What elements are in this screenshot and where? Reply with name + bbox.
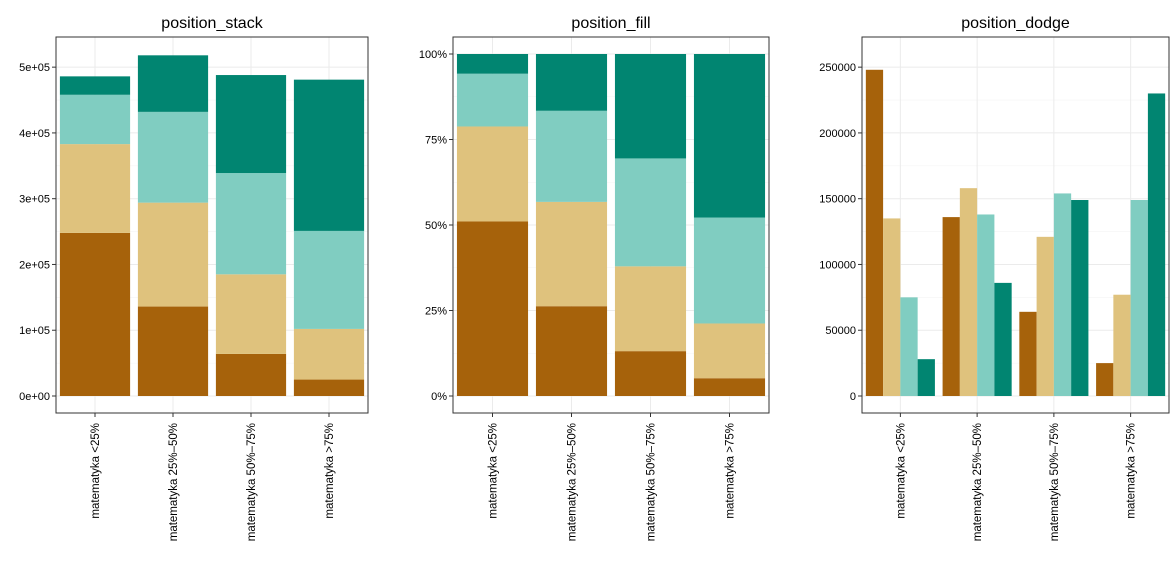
y-axis: 0% 25% 50% 75% 100%	[419, 49, 453, 403]
panel-border	[55, 36, 369, 414]
y-tick-label: 50%	[425, 220, 447, 232]
y-tick-label: 75%	[425, 135, 447, 147]
bar-segment	[293, 328, 365, 380]
x-tick-label: matematyka 50%–75%	[1049, 423, 1061, 541]
y-axis: 0 50000 100000 150000 200000 250000	[819, 62, 862, 403]
bar-segment	[293, 79, 365, 231]
bar-segment	[137, 306, 209, 396]
bar-segment	[215, 274, 287, 354]
y-tick-label: 0%	[431, 391, 447, 403]
x-tick-label: matematyka <25%	[895, 423, 907, 519]
x-axis: matematyka <25% matematyka 25%–50% matemat…	[90, 413, 336, 541]
x-tick-label: matematyka >75%	[1126, 423, 1138, 519]
panel-title: position_dodge	[961, 15, 1070, 32]
x-tick-label: matematyka >75%	[725, 423, 737, 519]
bar-segment	[1096, 363, 1114, 396]
bar-segment	[883, 218, 901, 396]
bar-segment	[865, 69, 884, 397]
bar-segment	[977, 214, 995, 396]
bar-segment	[293, 379, 365, 396]
y-tick-label: 5e+05	[19, 62, 50, 74]
bar-segment	[535, 201, 608, 307]
bar-segment	[137, 202, 209, 307]
x-axis: matematyka <25% matematyka 25%–50% matemat…	[895, 413, 1138, 541]
bar-segment	[215, 173, 287, 275]
panel-border	[861, 36, 1170, 414]
panel-title: position_fill	[571, 15, 650, 32]
bar-segment	[1147, 93, 1166, 396]
x-axis: matematyka <25% matematyka 25%–50% matemat…	[488, 413, 737, 541]
y-tick-label: 0e+00	[19, 391, 50, 403]
x-tick-label: matematyka 25%–50%	[567, 423, 579, 541]
y-tick-label: 50000	[825, 325, 856, 337]
bar-segment	[137, 55, 209, 112]
bar-segment	[942, 217, 960, 396]
bar-segment	[959, 188, 978, 396]
bar-segment	[59, 144, 131, 233]
y-tick-label: 100%	[419, 49, 447, 61]
panel-title: position_stack	[161, 15, 263, 32]
bar-segment	[693, 378, 766, 396]
bar-segment	[59, 94, 131, 145]
bar-segment	[137, 111, 209, 203]
y-tick-label: 2e+05	[19, 259, 50, 271]
bar-segment	[614, 158, 687, 267]
bar-segment	[59, 232, 131, 396]
panel-stack: position_stack 0e+00 1e+05 2e+05 3e+05 4e+05 5…	[19, 15, 369, 541]
y-tick-label: 1e+05	[19, 325, 50, 337]
panel-dodge: position_dodge 0 50000 100000 150000 200000 25…	[819, 15, 1170, 541]
bar-segment	[535, 110, 608, 202]
bar-segment	[1113, 294, 1131, 396]
y-tick-label: 3e+05	[19, 194, 50, 206]
x-tick-label: matematyka 25%–50%	[168, 423, 180, 541]
bar-segment	[900, 297, 918, 396]
bars	[865, 69, 1166, 397]
y-axis: 0e+00 1e+05 2e+05 3e+05 4e+05 5e+05	[19, 62, 56, 403]
bar-segment	[456, 73, 529, 127]
bar-segment	[693, 323, 766, 379]
y-tick-label: 150000	[819, 194, 856, 206]
bar-segment	[456, 221, 529, 396]
bars	[456, 54, 766, 396]
x-tick-label: matematyka 50%–75%	[246, 423, 258, 541]
bar-segment	[215, 353, 287, 396]
bar-segment	[1036, 236, 1054, 396]
bar-segment	[215, 75, 287, 174]
bar-segment	[456, 54, 529, 74]
bar-segment	[1071, 200, 1089, 396]
bar-segment	[614, 351, 687, 396]
y-tick-label: 200000	[819, 128, 856, 140]
bar-segment	[456, 126, 529, 222]
x-tick-label: matematyka <25%	[488, 423, 500, 519]
bar-segment	[994, 282, 1012, 396]
bar-segment	[693, 217, 766, 324]
bar-segment	[59, 76, 131, 95]
x-tick-label: matematyka 50%–75%	[646, 423, 658, 541]
bar-segment	[535, 306, 608, 396]
y-tick-label: 100000	[819, 259, 856, 271]
bar-segment	[1053, 193, 1072, 396]
x-tick-label: matematyka >75%	[324, 423, 336, 519]
bar-segment	[535, 54, 608, 111]
x-tick-label: matematyka <25%	[90, 423, 102, 519]
bar-segment	[614, 266, 687, 352]
panel-fill: position_fill 0% 25% 50% 75% 100% matematyka <…	[419, 15, 770, 541]
y-tick-label: 0	[850, 391, 856, 403]
x-tick-label: matematyka 25%–50%	[972, 423, 984, 541]
bar-segment	[614, 54, 687, 159]
bar-segment	[917, 359, 935, 396]
bar-segment	[1130, 200, 1148, 396]
bar-segment	[293, 230, 365, 329]
y-tick-label: 250000	[819, 62, 856, 74]
bar-segment	[693, 54, 766, 218]
y-tick-label: 4e+05	[19, 128, 50, 140]
bars	[59, 55, 365, 396]
bar-segment	[1019, 311, 1037, 396]
y-tick-label: 25%	[425, 306, 447, 318]
